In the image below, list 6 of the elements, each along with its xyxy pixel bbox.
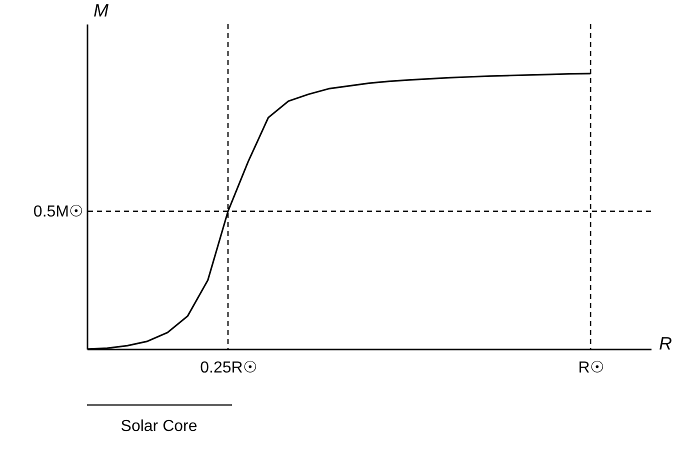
text: Solar Core — [120, 418, 198, 435]
x-axis-title: R — [659, 334, 672, 354]
ref-line-label: 0.5M☉ — [33, 203, 83, 220]
x-tick-label: 0.25R☉ — [200, 360, 257, 376]
y-axis-title: M — [94, 0, 108, 20]
x-tick-label: R☉ — [578, 360, 604, 376]
